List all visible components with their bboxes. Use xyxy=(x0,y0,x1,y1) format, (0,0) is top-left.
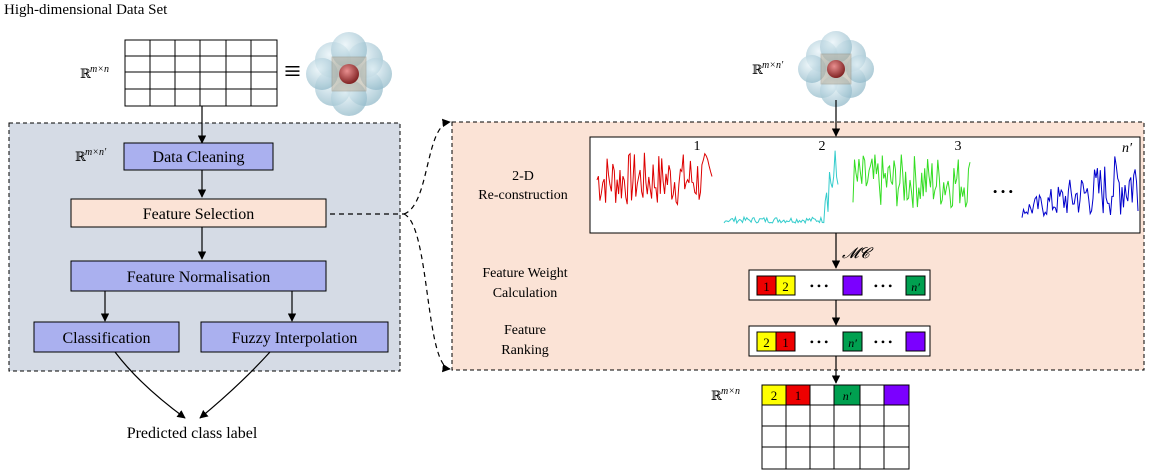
ranking-row: 2 1 • • • n′ • • • xyxy=(748,325,931,357)
weight-cell-purple xyxy=(842,275,863,296)
data-cleaning-block: Data Cleaning xyxy=(123,142,274,171)
arrow-fuzzy-to-label xyxy=(199,351,271,419)
svg-text:ℝ: ℝ xyxy=(752,62,764,77)
weight-cell-yellow xyxy=(775,275,796,296)
output-cell-purple xyxy=(883,384,910,406)
predicted-class-label: Predicted class label xyxy=(127,425,258,442)
ranking-ellipsis-1: • • • xyxy=(810,335,829,349)
ranking-label-line1: Feature xyxy=(504,323,546,338)
weight-ellipsis-1: • • • xyxy=(810,279,829,293)
reconstruction-label-line1: 2-D xyxy=(512,169,534,184)
reduced-input-label: ℝ m×n′ xyxy=(752,60,784,77)
reconstruction-label-line2: Re-construction xyxy=(478,188,567,203)
feature-signal-2 xyxy=(723,150,839,225)
arrow-classification-to-label xyxy=(114,351,186,419)
connector-lower-curve xyxy=(403,213,451,373)
feature-signal-3 xyxy=(852,154,971,209)
output-cell-1: 1 xyxy=(795,388,802,403)
feature-signals xyxy=(596,150,1139,225)
signal-index-3: 3 xyxy=(955,139,962,154)
svg-text:ℝ: ℝ xyxy=(75,149,87,164)
equivalence-symbol: ≡ xyxy=(284,55,301,88)
weight-cell-1: 1 xyxy=(763,279,770,294)
ranking-cell-n: n′ xyxy=(848,336,857,350)
weight-label-line2: Calculation xyxy=(493,286,558,301)
input-matrix-grid xyxy=(124,39,278,107)
output-matrix-label: ℝ m×n xyxy=(711,386,740,403)
feature-selection-block: Feature Selection xyxy=(70,198,327,228)
weight-cell-2: 2 xyxy=(782,279,789,294)
svg-text:m×n: m×n xyxy=(721,386,740,397)
ranking-cell-2: 2 xyxy=(763,335,770,350)
sphere-cluster-icon xyxy=(306,32,392,116)
input-matrix-sup: m×n xyxy=(90,64,109,75)
weight-cell-n: n′ xyxy=(911,280,920,294)
feature-selection-label: Feature Selection xyxy=(143,206,255,223)
svg-text:m×n′: m×n′ xyxy=(85,147,107,158)
svg-text:ℝ: ℝ xyxy=(711,388,723,403)
output-matrix-grid xyxy=(761,384,910,470)
connector-upper-curve xyxy=(403,118,451,215)
fuzzy-interpolation-block: Fuzzy Interpolation xyxy=(200,321,389,353)
signals-ellipsis: • • • xyxy=(993,184,1013,199)
mc-label: 𝓜𝓒 xyxy=(842,246,874,262)
ranking-cell-purple xyxy=(905,331,926,352)
fuzzy-interpolation-label: Fuzzy Interpolation xyxy=(232,330,358,347)
classification-label: Classification xyxy=(63,330,151,347)
signal-index-2: 2 xyxy=(819,139,826,154)
data-cleaning-label: Data Cleaning xyxy=(153,149,245,166)
sphere-cluster-icon-right xyxy=(798,31,874,107)
feature-signal-1 xyxy=(596,152,713,207)
weight-cell-green xyxy=(905,275,926,296)
signals-box xyxy=(589,136,1141,234)
input-matrix-real: ℝ xyxy=(80,66,92,81)
cleaning-input-label: ℝ m×n′ xyxy=(75,147,107,164)
output-cell-2: 2 xyxy=(771,388,778,403)
signal-index-n: n′ xyxy=(1122,141,1133,156)
weight-label-line1: Feature Weight xyxy=(482,266,567,281)
ranking-ellipsis-2: • • • xyxy=(874,335,893,349)
dataset-title: High-dimensional Data Set xyxy=(4,2,168,18)
signal-index-1: 1 xyxy=(694,139,701,154)
ranking-cell-1: 1 xyxy=(782,335,789,350)
output-cell-n: n′ xyxy=(843,389,852,403)
classification-block: Classification xyxy=(33,321,180,353)
weight-row: 1 2 • • • • • • n′ xyxy=(748,269,931,301)
ranking-label-line2: Ranking xyxy=(501,343,548,358)
weight-ellipsis-2: • • • xyxy=(874,279,893,293)
ranking-cell-red xyxy=(775,331,796,352)
feature-normalisation-label: Feature Normalisation xyxy=(127,269,271,286)
input-matrix-label: ℝ m×n xyxy=(80,64,109,81)
ranking-cell-green xyxy=(842,331,863,352)
feature-normalisation-block: Feature Normalisation xyxy=(70,260,327,292)
feature-signal-4 xyxy=(1021,156,1139,218)
svg-text:m×n′: m×n′ xyxy=(762,60,784,71)
